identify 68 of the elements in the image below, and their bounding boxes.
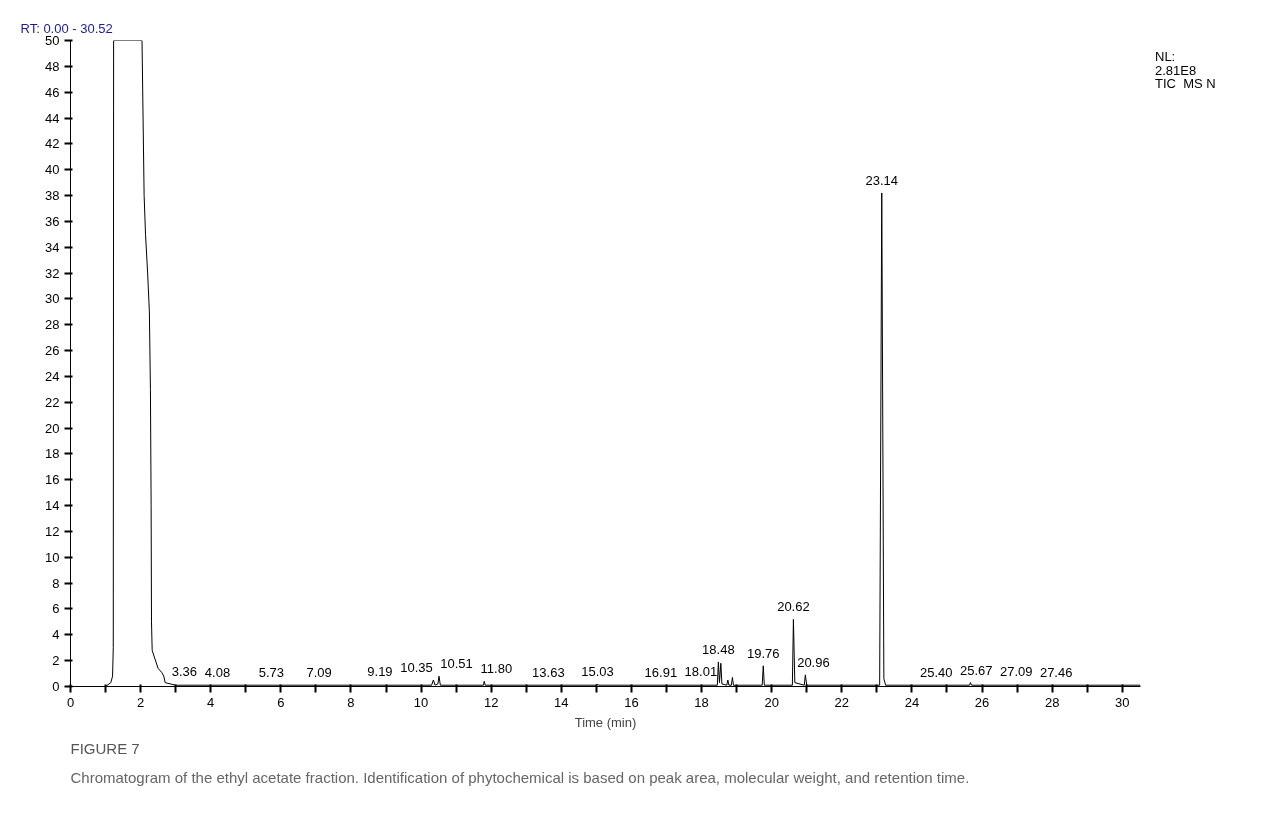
y-tick-label: 44 [45,110,60,126]
y-tick-label: 16 [45,472,60,488]
y-tick-label: 34 [45,239,60,255]
x-tick-label: 18 [694,694,709,710]
y-tick-label: 50 [45,33,60,48]
annotation: 11.80 [480,661,513,677]
x-tick-label: 22 [834,694,850,710]
x-tick-label: 10 [413,694,429,710]
annotation: 10.35 [400,660,433,676]
y-tick-label: 28 [45,317,60,333]
annotation: 25.40 [920,665,953,681]
text: NL: 2.81E8 TIC MS N [1155,49,1216,92]
x-tick-label: 8 [347,694,355,710]
annotation: 15.03 [581,663,614,679]
annotation: 4.08 [204,665,231,681]
x-tick-label: 24 [904,694,920,710]
x-tick-label: 12 [483,694,499,710]
y-tick-label: 38 [45,188,60,204]
annotation: 19.76 [747,645,780,661]
annotation: 5.73 [258,665,285,681]
annotation: 20.62 [777,599,810,615]
y-tick-label: 40 [45,162,60,178]
y-tick-label: 48 [45,58,60,74]
text: RT: 0.00 - 30.52 [20,20,113,36]
annotation: 25.67 [959,662,993,678]
y-tick-label: 36 [45,213,60,229]
annotation: 18.01 [684,663,718,679]
x-tick-label: 30 [1115,694,1130,710]
y-tick-label: 12 [45,523,60,539]
y-tick-label: 14 [45,498,60,514]
annotation: 9.19 [367,663,393,679]
text: FIGURE 7 [70,739,140,757]
x-tick-label: 4 [207,694,215,710]
y-tick-label: 26 [45,343,60,359]
y-tick-label: 4 [52,627,60,643]
x-tick-label: 26 [974,694,990,710]
annotation: 3.36 [171,663,197,679]
y-tick-label: 42 [45,136,60,152]
y-tick-label: 46 [45,84,60,100]
annotation: 10.51 [440,656,473,672]
y-tick-label: 32 [45,265,60,281]
x-tick-label: 6 [277,694,285,710]
annotation: 27.09 [999,663,1033,679]
annotation: 27.46 [1039,665,1073,681]
y-tick-label: 2 [52,653,60,669]
y-tick-label: 30 [45,291,60,307]
y-tick-label: 0 [52,679,60,694]
annotation: 20.96 [797,654,830,670]
y-tick-label: 6 [52,601,60,617]
annotation: 13.63 [532,665,565,681]
y-tick-label: 22 [45,394,60,410]
y-tick-label: 20 [45,420,60,436]
annotation: 18.48 [702,641,735,657]
x-tick-label: 14 [554,694,569,710]
text: Chromatogram of the ethyl acetate fraction. Identification of phytochemical is based on peak area, molecular weight, and retention time. [70,768,970,786]
y-tick-label: 18 [45,446,60,462]
annotation: 7.09 [306,665,332,681]
annotation: 16.91 [644,665,678,681]
x-tick-label: 28 [1044,694,1060,710]
y-tick-label: 24 [45,368,60,384]
annotation: 23.14 [865,172,899,188]
x-tick-label: 2 [137,694,145,710]
x-tick-label: 16 [624,694,639,710]
y-tick-label: 10 [45,549,60,565]
x-tick-label: 0 [66,694,75,710]
x-tick-label: 20 [764,694,779,710]
y-tick-label: 8 [52,575,60,591]
x-axis-title: Time (min) [574,714,637,730]
